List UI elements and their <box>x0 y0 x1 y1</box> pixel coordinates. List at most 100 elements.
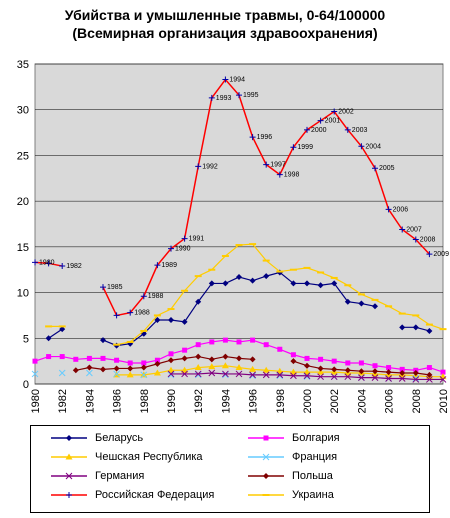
data-point <box>100 284 106 291</box>
data-label: 1982 <box>66 263 82 270</box>
data-point <box>58 369 66 377</box>
data-point <box>46 354 52 360</box>
data-point <box>426 327 433 334</box>
data-point <box>127 365 134 372</box>
legend-swatch <box>248 473 284 480</box>
x-tick-label: 1988 <box>139 389 151 413</box>
data-label: 2005 <box>379 165 395 172</box>
data-point <box>222 337 228 343</box>
data-point <box>290 372 297 380</box>
data-label: 1999 <box>297 144 313 151</box>
data-point <box>263 473 269 480</box>
x-tick-label: 1990 <box>166 389 178 413</box>
data-point <box>290 358 297 365</box>
data-point <box>317 282 324 289</box>
data-point <box>249 365 257 372</box>
data-point <box>195 342 201 348</box>
data-point <box>59 326 66 333</box>
data-point <box>358 143 365 150</box>
data-point <box>290 144 297 151</box>
data-point <box>59 354 65 360</box>
data-point <box>249 277 256 284</box>
data-point <box>181 370 188 378</box>
data-point <box>208 94 215 101</box>
data-point <box>168 357 174 364</box>
y-tick-label: 35 <box>17 59 29 71</box>
data-point <box>208 280 215 287</box>
legend-swatch <box>51 453 87 460</box>
data-label: 1993 <box>216 95 232 102</box>
data-point <box>45 260 52 267</box>
data-point <box>194 371 202 379</box>
data-point <box>385 206 392 213</box>
data-point <box>439 376 447 383</box>
data-point <box>344 367 351 374</box>
data-point <box>426 251 433 258</box>
data-point <box>221 362 229 369</box>
data-point <box>276 372 284 380</box>
data-point <box>289 368 297 375</box>
legend-swatch <box>248 494 284 497</box>
data-point <box>66 492 72 499</box>
y-tick-label: 30 <box>17 105 29 117</box>
data-point <box>208 369 216 377</box>
data-point <box>358 360 364 366</box>
data-label: 2003 <box>352 127 368 134</box>
data-point <box>66 435 72 442</box>
y-tick-label: 10 <box>17 288 29 300</box>
data-point <box>181 366 189 373</box>
data-point <box>32 259 38 266</box>
data-point <box>304 355 310 361</box>
data-point <box>331 366 338 373</box>
data-label: 2001 <box>325 118 341 125</box>
legend-label: Российская Федерация <box>95 489 215 501</box>
data-point <box>303 368 311 375</box>
data-point <box>236 339 242 345</box>
x-tick-label: 2000 <box>302 389 314 413</box>
legend-item: Болгария <box>246 432 340 444</box>
series-0 <box>45 269 433 349</box>
data-point <box>222 280 229 287</box>
data-point <box>167 370 175 378</box>
data-point <box>290 352 296 358</box>
data-point <box>236 274 242 281</box>
data-point <box>140 371 148 379</box>
data-point <box>194 364 202 371</box>
data-point <box>358 368 365 375</box>
data-label: 1997 <box>270 162 286 169</box>
data-point <box>372 363 378 369</box>
data-point <box>262 371 270 379</box>
data-point <box>235 364 243 371</box>
data-label: 1980 <box>39 259 55 266</box>
data-label: 2000 <box>311 127 327 134</box>
data-label: 1998 <box>284 172 300 179</box>
data-point <box>399 226 406 233</box>
x-tick-label: 1992 <box>193 389 205 413</box>
data-point <box>86 364 93 371</box>
data-point <box>250 337 256 343</box>
data-point <box>209 339 215 345</box>
data-point <box>114 357 120 363</box>
x-tick-label: 1996 <box>248 389 260 413</box>
data-point <box>167 366 175 373</box>
data-point <box>181 355 188 362</box>
legend-label: Украина <box>292 489 334 501</box>
data-point <box>31 370 39 378</box>
legend-item: Беларусь <box>49 432 143 444</box>
data-point <box>303 373 311 381</box>
data-point <box>263 342 269 348</box>
data-point <box>440 369 446 375</box>
data-point <box>386 365 392 371</box>
y-tick-label: 20 <box>17 196 29 208</box>
chart-title: Убийства и умышленные травмы, 0-64/10000… <box>64 7 386 23</box>
data-label: 1995 <box>243 92 259 99</box>
y-tick-label: 15 <box>17 242 29 254</box>
legend-item: Франция <box>246 451 337 463</box>
data-point <box>167 371 175 379</box>
data-point <box>385 375 392 382</box>
data-point <box>263 161 270 168</box>
data-point <box>317 365 324 372</box>
data-point <box>168 245 174 252</box>
data-point <box>304 280 310 287</box>
